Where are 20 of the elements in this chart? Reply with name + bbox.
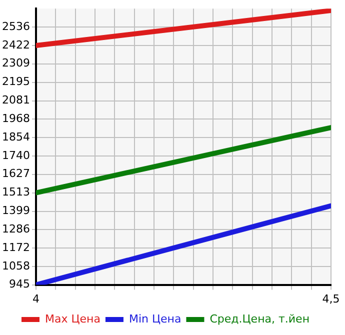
- y-tick-label: 2081: [2, 94, 30, 107]
- y-tick-label: 1854: [2, 130, 30, 144]
- legend-label: Сред.Цена, т.йен: [210, 312, 310, 326]
- y-tick-label: 1968: [2, 112, 30, 125]
- legend-label: Min Цена: [128, 312, 182, 326]
- y-tick-label: 1740: [2, 148, 30, 162]
- y-tick-label: 1172: [2, 240, 30, 254]
- y-tick-label: 2195: [2, 75, 30, 88]
- legend-label: Max Цена: [44, 312, 100, 326]
- y-tick-label: 2536: [2, 20, 30, 33]
- y-tick-label: 2422: [2, 38, 30, 52]
- y-tick-label: 1286: [2, 222, 30, 236]
- y-tick-label: 1627: [2, 167, 30, 180]
- y-tick-label: 945: [8, 278, 30, 291]
- y-tick-label: 1058: [2, 259, 30, 272]
- y-tick-label: 1399: [2, 204, 30, 218]
- y-tick-label: 1513: [2, 186, 30, 199]
- y-tick-label: 2309: [2, 56, 30, 70]
- x-tick-label: 4: [32, 292, 40, 306]
- x-tick-label: 4,5: [322, 292, 340, 306]
